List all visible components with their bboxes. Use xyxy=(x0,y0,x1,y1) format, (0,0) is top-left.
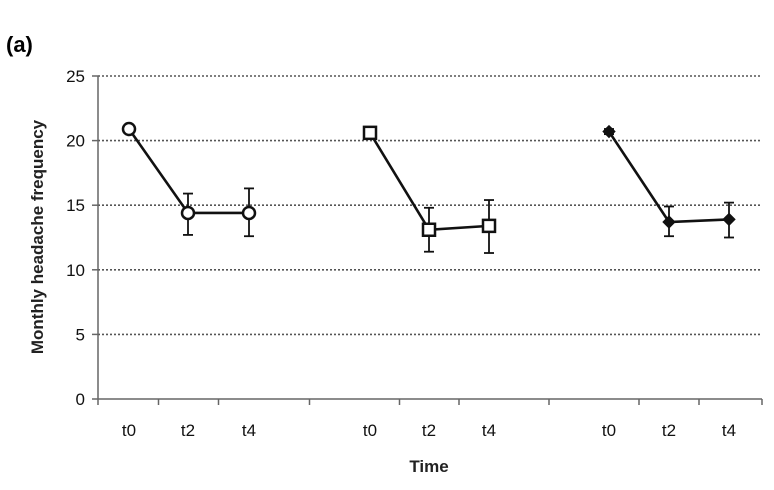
x-tick-label: t0 xyxy=(602,421,616,440)
y-tick-label: 10 xyxy=(66,261,85,280)
y-tick-labels: 0 5 10 15 20 25 xyxy=(66,67,85,409)
x-tick-label: t2 xyxy=(662,421,676,440)
panel-label: (a) xyxy=(6,32,33,57)
data-point-circle xyxy=(121,121,137,137)
data-point-diamond xyxy=(602,124,616,139)
y-tick-label: 25 xyxy=(66,67,85,86)
y-tick-label: 5 xyxy=(76,325,85,344)
x-tick-labels: t0 t2 t4 t0 t2 t4 t0 t2 t4 xyxy=(122,421,736,440)
grid-lines xyxy=(98,75,762,336)
x-axis-title: Time xyxy=(409,457,448,476)
x-tick-label: t4 xyxy=(482,421,496,440)
y-tick-label: 20 xyxy=(66,132,85,151)
x-tick-label: t0 xyxy=(122,421,136,440)
x-tick-label: t2 xyxy=(422,421,436,440)
data-point-square xyxy=(421,222,437,237)
data-point-square xyxy=(481,218,497,234)
x-tick-label: t4 xyxy=(722,421,736,440)
series-group xyxy=(362,125,497,254)
series-line xyxy=(127,128,249,215)
data-point-square xyxy=(362,125,378,141)
series-group xyxy=(602,124,736,239)
data-point-circle xyxy=(180,205,196,221)
x-tick-label: t4 xyxy=(242,421,256,440)
series-group xyxy=(121,121,257,238)
y-tick-label: 0 xyxy=(76,390,85,409)
data-point-circle xyxy=(241,205,257,221)
x-tick-label: t0 xyxy=(363,421,377,440)
y-tick-label: 15 xyxy=(66,196,85,215)
axes xyxy=(92,75,763,405)
x-tick-label: t2 xyxy=(181,421,195,440)
data-series xyxy=(121,121,736,254)
data-point-diamond xyxy=(722,212,736,227)
y-axis-title: Monthly headache frequency xyxy=(28,119,47,354)
data-point-diamond xyxy=(662,215,676,229)
